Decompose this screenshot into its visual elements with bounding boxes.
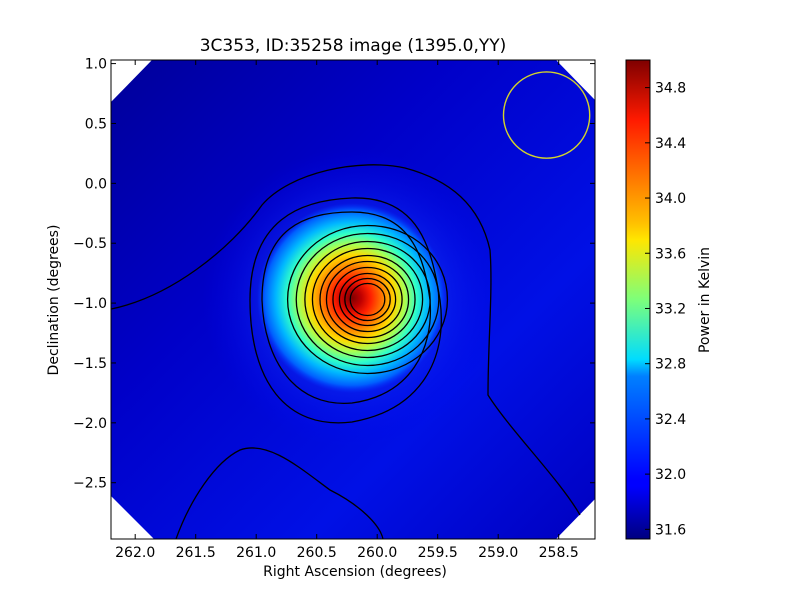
colorbar-tick-label: 34.4 — [655, 136, 686, 152]
chart-title: 3C353, ID:35258 image (1395.0,YY) — [200, 36, 507, 56]
x-tick-label: 258.5 — [539, 545, 579, 561]
colorbar-tick-label: 32.8 — [655, 357, 686, 373]
colorbar-tick-label: 33.6 — [655, 246, 686, 262]
contour-ring — [295, 232, 440, 367]
x-tick-label: 259.0 — [478, 545, 518, 561]
colorbar-tick-label: 33.2 — [655, 301, 686, 317]
corner-blank-bottom-left — [111, 496, 154, 539]
x-tick-label: 261.5 — [176, 545, 216, 561]
x-tick-label: 262.0 — [115, 545, 155, 561]
colorbar-gradient — [625, 59, 651, 540]
colorbar-ticks: 34.8 34.4 34.0 33.6 33.2 32.8 32.4 32.0 31.6 — [645, 81, 686, 538]
colorbar-tick-label: 34.0 — [655, 191, 686, 207]
contour-ring — [332, 266, 403, 333]
corner-blank-top-left — [111, 60, 152, 102]
y-axis-ticks: 1.0 0.5 0.0 −0.5 −1.0 −1.5 −2.0 −2.5 — [73, 57, 595, 492]
x-axis-ticks: 262.0 261.5 261.0 260.5 260.0 259.5 259.0 258.5 — [115, 60, 579, 561]
y-tick-label: −0.5 — [73, 236, 107, 252]
colorbar-tick-label: 31.6 — [655, 522, 686, 538]
x-tick-label: 260.0 — [357, 545, 397, 561]
x-tick-label: 261.0 — [236, 545, 276, 561]
x-tick-label: 260.5 — [297, 545, 337, 561]
colorbar-tick-label: 32.0 — [655, 467, 686, 483]
y-tick-label: 0.0 — [85, 176, 107, 192]
y-axis-label: Declination (degrees) — [46, 225, 62, 376]
contour-ring — [304, 240, 431, 359]
contour-ring — [338, 272, 397, 327]
contour-outer-lower — [175, 447, 384, 539]
y-tick-label: 0.5 — [85, 116, 107, 132]
contour-ring — [349, 282, 386, 317]
colorbar: 34.8 34.4 34.0 33.6 33.2 32.8 32.4 32.0 31.6 Pow… — [625, 59, 713, 540]
x-axis-label: Right Ascension (degrees) — [263, 564, 447, 580]
beam-circle — [502, 71, 591, 159]
contour-ring — [311, 247, 424, 352]
colorbar-label: Power in Kelvin — [697, 247, 713, 353]
contour-ring — [286, 224, 449, 375]
y-tick-label: 1.0 — [85, 57, 107, 73]
contour-level-1 — [249, 197, 442, 424]
corner-blank-bottom-right — [556, 499, 595, 539]
colorbar-tick-label: 34.8 — [655, 81, 686, 97]
y-tick-label: −1.5 — [73, 356, 107, 372]
colorbar-tick-label: 32.4 — [655, 412, 686, 428]
heatmap-image — [111, 60, 595, 539]
y-tick-label: −2.5 — [73, 476, 107, 492]
y-tick-label: −2.0 — [73, 416, 107, 432]
contour-inner-rings — [286, 224, 449, 375]
contour-ring — [325, 260, 410, 339]
plot-frame — [110, 59, 596, 540]
contour-outer-upper — [111, 164, 581, 516]
y-tick-label: −1.0 — [73, 296, 107, 312]
contour-ring — [344, 277, 391, 322]
corner-blank-top-right — [556, 60, 595, 100]
x-tick-label: 259.5 — [418, 545, 458, 561]
contour-ring — [319, 254, 416, 345]
